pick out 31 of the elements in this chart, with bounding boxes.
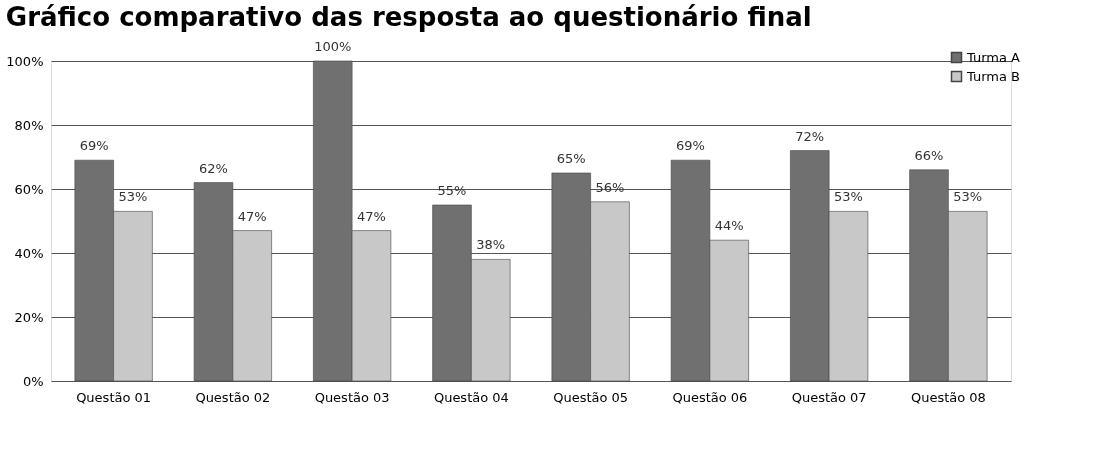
y-tick-label: 60%	[14, 181, 44, 197]
data-label: 69%	[79, 138, 109, 154]
data-label: 72%	[795, 128, 825, 144]
y-tick-label: 0%	[22, 373, 44, 389]
x-tick-label: Questão 02	[195, 389, 271, 405]
data-label: 38%	[476, 237, 506, 253]
x-tick-label: Questão 08	[910, 389, 986, 405]
chart-title: Gráfico comparativo das resposta ao questionário final	[5, 2, 812, 32]
data-label: 53%	[953, 189, 983, 205]
y-tick-label: 100%	[6, 53, 44, 69]
x-tick-label: Questão 07	[791, 389, 867, 405]
data-label: 44%	[714, 218, 744, 234]
x-tick-label: Questão 03	[314, 389, 390, 405]
y-tick-label: 40%	[14, 245, 44, 261]
data-label: 100%	[314, 39, 352, 54]
y-tick-label: 80%	[14, 117, 44, 133]
legend-label: Turma B	[966, 68, 1021, 84]
data-label: 47%	[357, 208, 386, 224]
data-label: 47%	[237, 208, 267, 224]
x-tick-label: Questão 01	[76, 389, 152, 405]
data-label: 66%	[914, 147, 944, 163]
data-label: 53%	[834, 189, 863, 205]
data-label: 53%	[118, 189, 148, 205]
data-label: 69%	[676, 138, 705, 154]
legend-label: Turma A	[966, 49, 1021, 65]
data-label: 62%	[199, 160, 228, 176]
x-tick-label: Questão 05	[553, 389, 629, 405]
data-label: 65%	[556, 151, 586, 166]
x-tick-label: Questão 06	[672, 389, 748, 405]
y-tick-label: 20%	[14, 309, 44, 325]
x-tick-label: Questão 04	[433, 389, 509, 405]
